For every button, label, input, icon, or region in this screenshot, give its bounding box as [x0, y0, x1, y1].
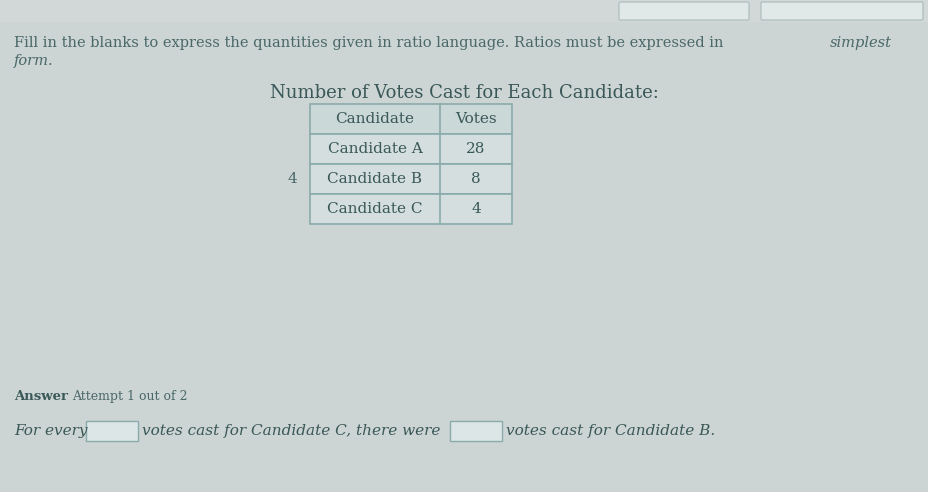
Text: Votes: Votes — [455, 112, 496, 126]
Text: votes cast for Candidate C, there were: votes cast for Candidate C, there were — [142, 424, 440, 438]
Text: votes cast for Candidate B.: votes cast for Candidate B. — [506, 424, 715, 438]
Text: Fill in the blanks to express the quantities given in ratio language. Ratios mus: Fill in the blanks to express the quanti… — [14, 36, 728, 50]
Text: Candidate A: Candidate A — [328, 142, 422, 156]
Bar — [310, 164, 511, 194]
Text: simplest: simplest — [829, 36, 891, 50]
Text: Attempt 1 out of 2: Attempt 1 out of 2 — [72, 390, 187, 403]
Text: For every: For every — [14, 424, 87, 438]
Bar — [0, 0, 928, 22]
FancyBboxPatch shape — [86, 421, 138, 441]
Text: 28: 28 — [466, 142, 485, 156]
Text: 4: 4 — [470, 202, 481, 216]
Text: 4: 4 — [287, 172, 297, 186]
Bar — [310, 104, 511, 134]
Text: Candidate: Candidate — [335, 112, 414, 126]
Bar — [310, 194, 511, 224]
Text: Number of Votes Cast for Each Candidate:: Number of Votes Cast for Each Candidate: — [269, 84, 658, 102]
FancyBboxPatch shape — [760, 2, 922, 20]
Text: 8: 8 — [470, 172, 481, 186]
Text: Candidate B: Candidate B — [328, 172, 422, 186]
FancyBboxPatch shape — [618, 2, 748, 20]
Text: Candidate C: Candidate C — [327, 202, 422, 216]
Text: Answer: Answer — [14, 390, 68, 403]
Text: form.: form. — [14, 54, 54, 68]
FancyBboxPatch shape — [449, 421, 501, 441]
Bar — [310, 134, 511, 164]
